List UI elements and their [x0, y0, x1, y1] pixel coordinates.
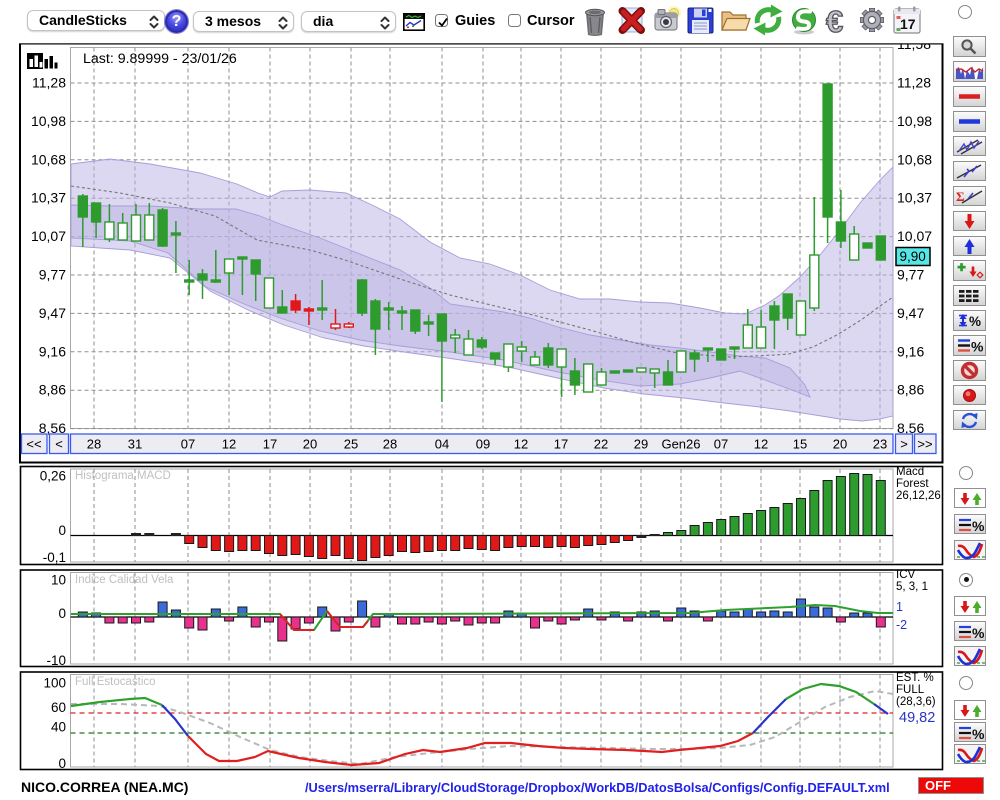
svg-text:-2: -2 [896, 618, 907, 632]
svg-text:10,07: 10,07 [31, 228, 66, 244]
svg-text:11,28: 11,28 [32, 75, 66, 91]
svg-text:Macd: Macd [896, 466, 924, 478]
svg-text:Gen26: Gen26 [661, 437, 700, 452]
svg-text:17: 17 [263, 437, 277, 452]
svg-text:<: < [55, 437, 63, 452]
svg-text:10,68: 10,68 [897, 151, 932, 167]
svg-text:100: 100 [43, 676, 66, 691]
svg-text:15: 15 [793, 437, 807, 452]
svg-text:9,47: 9,47 [897, 305, 924, 321]
svg-text:<<: << [26, 437, 41, 452]
svg-text:FULL: FULL [896, 684, 925, 696]
svg-text:10,98: 10,98 [31, 113, 66, 129]
svg-text:9,77: 9,77 [897, 267, 924, 283]
svg-text:10,98: 10,98 [897, 113, 932, 129]
svg-text:17: 17 [900, 16, 916, 32]
svg-text:26,12,26: 26,12,26 [896, 490, 941, 502]
svg-text:09: 09 [476, 437, 490, 452]
svg-text:12: 12 [514, 437, 528, 452]
svg-text:%: % [971, 339, 984, 355]
svg-text:23: 23 [873, 437, 887, 452]
svg-text:12: 12 [754, 437, 768, 452]
svg-text:20: 20 [303, 437, 317, 452]
svg-text:%: % [972, 625, 985, 641]
svg-text:0,26: 0,26 [40, 469, 66, 484]
svg-text:29: 29 [634, 437, 648, 452]
svg-text:22: 22 [594, 437, 608, 452]
svg-text:28: 28 [87, 437, 101, 452]
svg-text:10,37: 10,37 [897, 190, 932, 206]
svg-text:ICV: ICV [896, 569, 916, 581]
svg-text:12: 12 [222, 437, 236, 452]
svg-text:Histograma MACD: Histograma MACD [75, 470, 171, 482]
svg-text:8,86: 8,86 [897, 382, 924, 398]
svg-text:%: % [972, 518, 985, 534]
svg-text:8,56: 8,56 [39, 420, 66, 436]
svg-text:9,16: 9,16 [39, 343, 66, 359]
svg-text:28: 28 [383, 437, 397, 452]
svg-text:9,77: 9,77 [39, 267, 66, 283]
svg-text:>: > [900, 437, 908, 452]
svg-text:8,86: 8,86 [39, 382, 66, 398]
svg-text:07: 07 [181, 437, 195, 452]
svg-text:0: 0 [58, 606, 66, 621]
svg-text:8,56: 8,56 [897, 420, 924, 436]
svg-text:40: 40 [51, 720, 66, 735]
svg-text:9,90: 9,90 [900, 249, 926, 264]
svg-text:%: % [969, 314, 981, 329]
svg-text:11,28: 11,28 [897, 75, 931, 91]
svg-text:%: % [972, 726, 985, 742]
svg-text:-0,1: -0,1 [43, 550, 66, 565]
svg-text:25: 25 [344, 437, 358, 452]
svg-text:5, 3, 1: 5, 3, 1 [896, 581, 928, 593]
svg-text:Last: 9.89999 - 23/01/26: Last: 9.89999 - 23/01/26 [83, 51, 237, 67]
svg-text:07: 07 [714, 437, 728, 452]
svg-text:(28,3,6): (28,3,6) [896, 696, 936, 708]
svg-text:04: 04 [435, 437, 449, 452]
svg-text:Indice Calidad Vela: Indice Calidad Vela [75, 574, 174, 586]
svg-text:-10: -10 [46, 653, 66, 668]
svg-text:49,82: 49,82 [899, 710, 935, 726]
svg-text:€: € [826, 4, 843, 39]
svg-text:10,37: 10,37 [31, 190, 66, 206]
svg-text:1: 1 [896, 600, 903, 614]
svg-text:0: 0 [58, 523, 66, 538]
svg-text:Full Estocastico: Full Estocastico [75, 676, 156, 688]
svg-text:60: 60 [51, 700, 66, 715]
svg-text:>>: >> [917, 437, 932, 452]
svg-text:31: 31 [128, 437, 142, 452]
svg-text:0: 0 [58, 756, 66, 771]
svg-text:9,16: 9,16 [897, 343, 924, 359]
svg-text:Σ: Σ [956, 189, 965, 204]
svg-text:10: 10 [51, 573, 66, 588]
svg-text:17: 17 [554, 437, 568, 452]
svg-text:EST. %: EST. % [896, 672, 934, 684]
svg-text:9,47: 9,47 [39, 305, 66, 321]
svg-text:Forest: Forest [896, 478, 929, 490]
svg-text:10,07: 10,07 [897, 228, 932, 244]
svg-text:20: 20 [833, 437, 847, 452]
svg-text:10,68: 10,68 [31, 151, 66, 167]
